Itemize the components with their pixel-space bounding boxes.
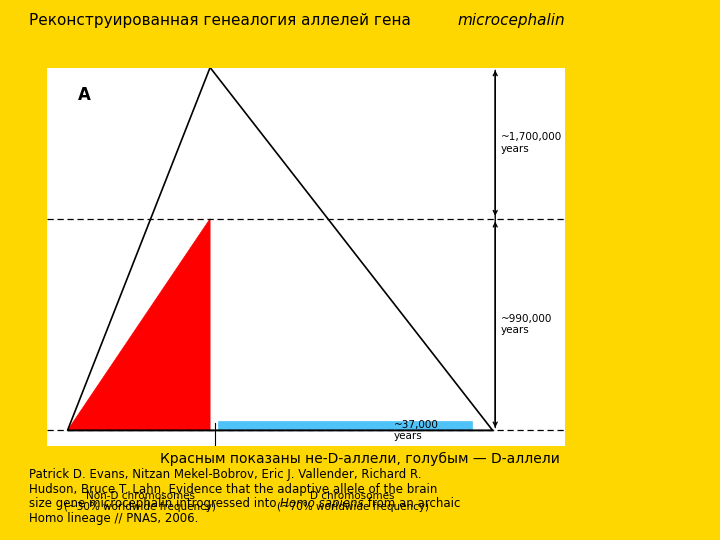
Text: Homo sapiens: Homo sapiens: [280, 497, 364, 510]
Text: Non-D chromosomes
(~30% worldwide frequency): Non-D chromosomes (~30% worldwide freque…: [64, 491, 216, 512]
Bar: [218, 421, 472, 430]
Text: Красным показаны не-D-аллели, голубым — D-аллели: Красным показаны не-D-аллели, голубым — …: [160, 452, 560, 466]
Text: ~37,000
years: ~37,000 years: [394, 420, 439, 441]
Text: Hudson, Bruce T. Lahn. Evidence that the adaptive allele of the brain: Hudson, Bruce T. Lahn. Evidence that the…: [29, 483, 437, 496]
Text: Реконструированная генеалогия аллелей гена: Реконструированная генеалогия аллелей ге…: [29, 14, 415, 29]
Text: ~1,700,000
years: ~1,700,000 years: [500, 132, 562, 154]
Text: D chromosomes
(~70% worldwide frequency): D chromosomes (~70% worldwide frequency): [276, 491, 428, 512]
Text: ~990,000
years: ~990,000 years: [500, 314, 552, 335]
Text: from an archaic: from an archaic: [364, 497, 461, 510]
Text: microcephalin: microcephalin: [457, 14, 564, 29]
Text: Patrick D. Evans, Nitzan Mekel-Bobrov, Eric J. Vallender, Richard R.: Patrick D. Evans, Nitzan Mekel-Bobrov, E…: [29, 468, 421, 481]
Text: Homo lineage // PNAS, 2006.: Homo lineage // PNAS, 2006.: [29, 512, 198, 525]
Text: size gene microcephalin introgressed into: size gene microcephalin introgressed int…: [29, 497, 280, 510]
Text: A: A: [78, 86, 91, 104]
Polygon shape: [68, 219, 210, 430]
FancyBboxPatch shape: [47, 68, 565, 446]
